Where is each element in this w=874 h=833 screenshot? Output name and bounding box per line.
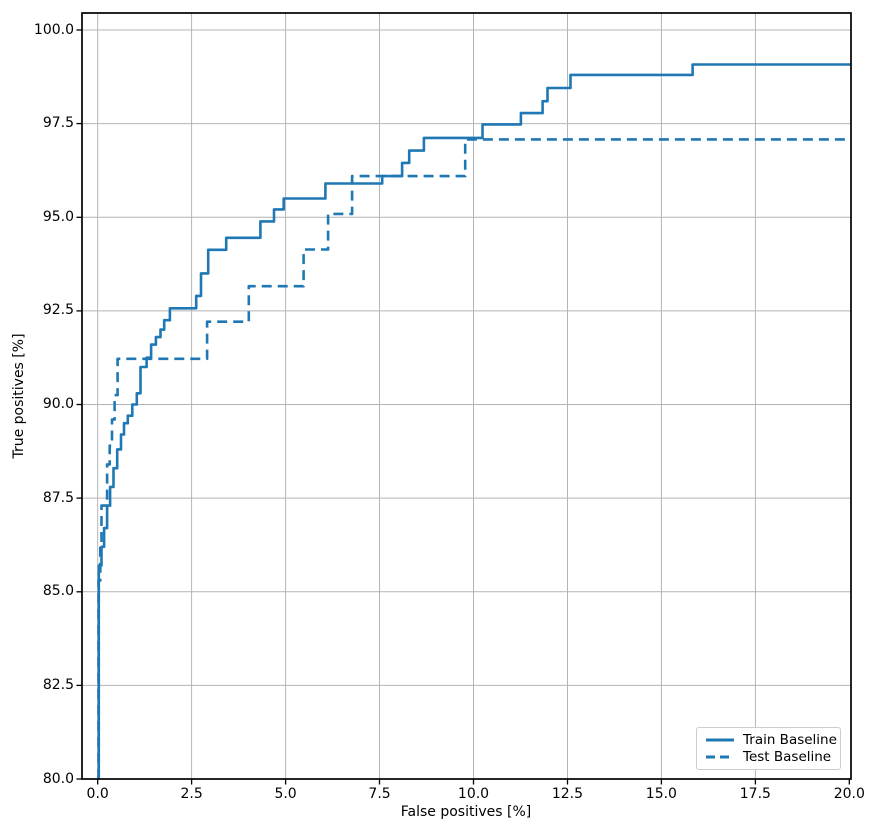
x-tick-label: 15.0	[645, 786, 677, 802]
y-tick-label: 85.0	[42, 583, 74, 600]
y-tick-label: 90.0	[42, 396, 74, 412]
y-tick-label: 80.0	[42, 770, 74, 787]
x-tick-label: 5.0	[274, 786, 297, 802]
x-tick-label: 7.5	[368, 786, 391, 802]
y-tick-label: 92.5	[42, 302, 74, 319]
axes-spines	[81, 12, 852, 780]
legend: Train Baseline Test Baseline	[696, 727, 841, 770]
x-axis-label: False positives [%]	[400, 804, 532, 820]
x-tick-label: 0.0	[86, 786, 109, 802]
x-tick-label: 20.0	[833, 786, 865, 802]
x-tick-label: 10.0	[457, 786, 490, 802]
x-tick-label: 12.5	[551, 786, 584, 802]
y-tick-label: 87.5	[42, 489, 74, 506]
legend-label-train: Train Baseline	[743, 732, 837, 749]
train-baseline-line	[97, 63, 851, 779]
legend-label-test: Test Baseline	[743, 748, 832, 765]
test-baseline-line	[97, 138, 851, 779]
dashed-line-sample	[706, 755, 734, 759]
y-tick-label: 100.0	[33, 21, 74, 38]
x-tick-label: 2.5	[180, 786, 203, 802]
legend-item-test: Test Baseline	[705, 749, 832, 765]
y-tick-label: 82.5	[42, 676, 74, 693]
solid-line-sample	[706, 738, 734, 742]
legend-item-train: Train Baseline	[705, 732, 837, 748]
x-tick-label: 17.5	[739, 786, 771, 802]
y-tick-label: 95.0	[42, 208, 74, 225]
y-tick-label: 97.5	[42, 115, 74, 132]
